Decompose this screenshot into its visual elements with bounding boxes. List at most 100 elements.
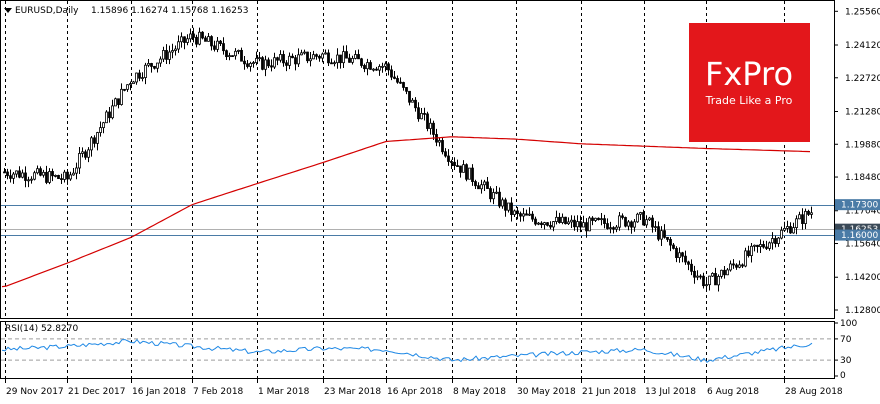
candle-body-209	[630, 221, 633, 228]
candle-body-262	[789, 226, 792, 234]
candle-body-46	[141, 77, 144, 79]
logo-tagline: Trade Like a Pro	[705, 94, 793, 107]
candle-body-248	[747, 250, 750, 256]
candle-body-263	[792, 227, 795, 234]
candle-body-192	[579, 221, 582, 228]
candle-body-228	[687, 261, 690, 265]
candle-body-126	[381, 65, 384, 68]
candle-body-139	[420, 112, 423, 120]
candle-body-100	[303, 51, 306, 54]
candle-body-90	[273, 57, 276, 68]
candle-body-231	[696, 275, 699, 278]
candle-body-251	[756, 244, 759, 248]
date-tick-label-5: 23 Mar 2018	[324, 387, 381, 397]
candle-body-221	[666, 236, 669, 240]
candle-body-242	[729, 263, 732, 271]
candle-body-94	[285, 62, 288, 66]
candle-body-143	[432, 122, 435, 135]
candle-body-10	[33, 172, 36, 180]
candle-body-256	[771, 238, 774, 244]
candle-body-88	[267, 59, 270, 67]
candle-body-198	[597, 217, 600, 221]
level-badge-1-box	[835, 199, 880, 211]
candle-body-237	[714, 273, 717, 286]
candle-body-122	[369, 62, 372, 70]
candle-body-86	[261, 57, 264, 70]
candle-body-107	[324, 52, 327, 55]
candle-body-123	[372, 68, 375, 71]
candle-body-49	[150, 63, 153, 67]
candle-body-125	[378, 66, 381, 71]
candle-body-238	[717, 275, 720, 286]
date-axis: 29 Nov 2017 21 Dec 2017 16 Jan 2018 7 Feb 2…	[5, 379, 843, 397]
candle-body-3	[12, 173, 15, 179]
symbol-label: EURUSD,Daily	[15, 6, 79, 16]
candle-body-170	[513, 210, 516, 215]
candle-body-67	[204, 37, 207, 42]
candle-body-259	[780, 229, 783, 239]
candle-body-218	[657, 226, 660, 240]
candle-body-211	[636, 213, 639, 223]
price-tick-label-4: 1.19880	[845, 140, 880, 150]
candle-body-69	[210, 36, 213, 47]
date-tick-label-6: 16 Apr 2018	[387, 387, 443, 397]
candle-body-264	[795, 218, 798, 228]
candle-body-138	[417, 107, 420, 120]
candle-body-236	[711, 273, 714, 277]
candle-body-168	[507, 202, 510, 211]
price-tick-label-1: 1.24120	[845, 41, 880, 51]
candle-body-266	[801, 214, 804, 224]
candle-body-22	[69, 174, 72, 180]
candle-body-24	[75, 167, 78, 174]
rsi-tick-label-0: 100	[840, 319, 857, 329]
candle-body-120	[363, 65, 366, 70]
candle-body-222	[669, 239, 672, 246]
collapse-triangle-icon[interactable]	[4, 8, 12, 13]
candle-body-41	[126, 84, 129, 90]
candle-body-166	[501, 199, 504, 207]
candle-body-18	[57, 175, 60, 179]
candle-body-134	[405, 87, 408, 92]
candle-body-232	[699, 275, 702, 278]
candle-body-12	[39, 168, 42, 176]
candle-body-202	[609, 227, 612, 230]
candle-body-130	[393, 76, 396, 79]
candle-body-26	[81, 151, 84, 154]
candle-body-223	[672, 244, 675, 249]
candle-body-177	[534, 218, 537, 225]
candle-body-241	[726, 269, 729, 276]
candle-body-79	[240, 49, 243, 62]
candle-body-186	[561, 216, 564, 223]
candle-body-173	[522, 213, 525, 217]
candle-body-20	[63, 171, 66, 180]
candle-body-34	[105, 111, 108, 124]
candle-body-121	[366, 62, 369, 70]
candle-body-54	[165, 50, 168, 60]
logo-brand: FxPro	[705, 55, 793, 93]
candle-body-133	[402, 82, 405, 88]
price-tick-label-5: 1.18480	[845, 173, 880, 183]
candle-body-227	[684, 255, 687, 263]
candle-body-179	[540, 222, 543, 226]
price-tick-label-0: 1.25560	[845, 7, 880, 17]
candle-body-98	[297, 54, 300, 65]
candle-body-16	[51, 171, 54, 177]
candle-body-131	[396, 78, 399, 83]
candle-body-261	[786, 226, 789, 229]
candle-body-203	[612, 227, 615, 230]
level-badge-1: 1.17300	[835, 199, 880, 211]
candle-body-27	[84, 151, 87, 158]
price-axis: 1.25560 1.24120 1.22720 1.21280 1.19880 1.184…	[834, 7, 880, 316]
candle-body-208	[627, 221, 630, 227]
candle-body-158	[477, 185, 480, 190]
candle-body-148	[447, 155, 450, 162]
candle-body-4	[15, 170, 18, 175]
candle-body-225	[678, 252, 681, 258]
main-panel-frame	[0, 0, 835, 319]
price-tick-label-8: 1.14200	[845, 273, 880, 283]
candle-body-99	[300, 52, 303, 56]
candle-body-93	[282, 54, 285, 64]
candle-body-31	[96, 132, 99, 144]
date-tick-label-3: 7 Feb 2018	[193, 387, 244, 397]
